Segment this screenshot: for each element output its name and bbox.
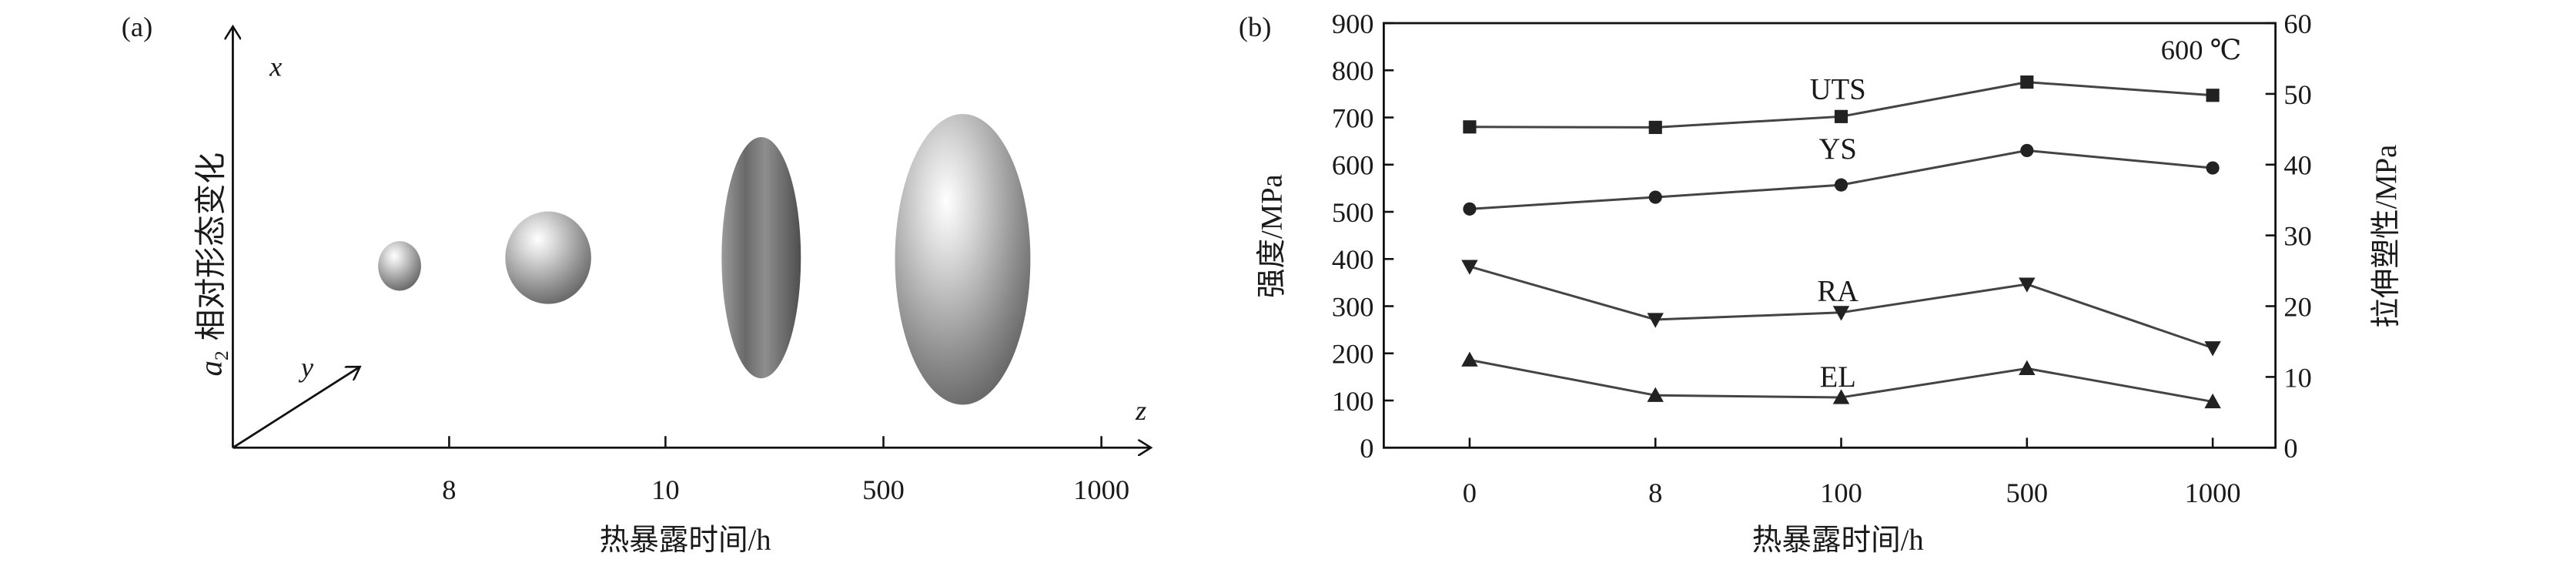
series-el: EL [1461,351,2221,409]
x-axis-title: 热暴露时间/h [1752,524,1924,557]
data-point-uts [1648,120,1662,134]
x-tick-label: 500 [2006,478,2048,508]
data-point-ys [2206,161,2220,175]
x-tick-label: 100 [1820,478,1862,508]
panel-a-tick-label: 8 [442,474,456,505]
panel-a-tick-label: 500 [862,474,905,505]
left-y-tick-label: 400 [1332,244,1374,275]
data-point-ra [1461,260,1478,275]
data-point-uts [2020,75,2034,89]
ylabel-symbol: a [193,360,228,376]
left-y-tick-label: 800 [1332,55,1374,86]
ellipsoid-500h [721,137,801,379]
ellipsoid-10h [505,211,591,304]
data-point-uts [1463,120,1477,134]
right-y-tick-label: 40 [2283,150,2311,181]
axes: 0100200300400500600700800900010203040506… [1332,8,2312,508]
panel-a-ylabel: a2 相对形态变化 [193,152,233,377]
series-label-uts: UTS [1810,74,1866,106]
left-y-tick-label: 900 [1332,8,1374,39]
left-y-tick-label: 300 [1332,291,1374,322]
series: UTS YS RA EL [1461,74,2221,409]
left-y-tick-label: 100 [1332,386,1374,417]
right-y-tick-label: 50 [2283,79,2311,110]
left-y-tick-label: 700 [1332,102,1374,133]
data-point-el [1647,387,1664,402]
data-point-uts [2206,89,2220,102]
right-y-tick-label: 10 [2283,362,2311,393]
right-y-axis-title: 拉伸塑性/MPa [2370,145,2403,328]
series-ra: RA [1461,260,2221,357]
left-y-tick-label: 500 [1332,197,1374,228]
right-y-tick-label: 20 [2283,291,2311,322]
x-tick-label: 1000 [2185,478,2241,508]
ylabel-subscript: 2 [210,350,233,360]
axis-y-label: y [298,352,314,383]
right-y-tick-label: 30 [2283,221,2311,252]
ylabel-text: 相对形态变化 [193,152,228,341]
x-tick-label: 0 [1463,478,1477,508]
ellipsoid-1000h [895,114,1031,405]
data-point-el [1461,351,1478,367]
series-uts: UTS [1463,74,2220,134]
panel-a-xlabel: 热暴露时间/h [600,524,771,557]
panel-a-label: (a) [122,12,152,42]
data-point-ys [2020,143,2034,157]
axis-x-label: x [269,52,282,82]
data-point-el [1832,389,1850,404]
data-point-ys [1648,190,1662,204]
panel-a-tick-label: 10 [651,474,679,505]
panel-a: (a) x y z 8 10 500 1000 热暴露时间/h a2 相对形态变化 [122,12,1151,557]
svg-text:a2相对形态变化: a2 相对形态变化 [193,152,233,377]
data-point-uts [1834,109,1848,123]
left-y-tick-label: 600 [1332,150,1374,181]
panel-a-ticks: 8 10 500 1000 [442,436,1129,505]
left-y-tick-label: 0 [1360,433,1373,464]
series-label-el: EL [1820,361,1856,394]
temperature-annotation: 600 ℃ [2161,35,2242,65]
ellipsoid-8h [378,241,421,291]
axis-z-label: z [1135,395,1146,426]
data-point-ra [2019,277,2036,293]
panel-a-tick-label: 1000 [1073,474,1129,505]
data-point-ys [1463,202,1477,216]
data-point-ra [1832,306,1850,321]
data-point-el [2204,393,2221,409]
y-axis-arrow [232,367,360,449]
series-label-ra: RA [1817,275,1858,307]
right-y-tick-label: 0 [2283,433,2297,464]
data-point-ra [1647,313,1664,328]
panel-b: (b) 600 ℃ 强度/MPa 拉伸塑性/MPa 热暴露时间/h 010020… [1239,8,2403,557]
left-y-tick-label: 200 [1332,339,1374,370]
series-ys: YS [1463,133,2220,216]
data-point-el [2019,360,2036,375]
data-point-ra [2204,341,2221,357]
series-label-ys: YS [1819,133,1857,166]
x-tick-label: 8 [1648,478,1662,508]
right-y-tick-label: 60 [2283,8,2311,39]
panel-b-label: (b) [1239,12,1272,42]
left-y-axis-title: 强度/MPa [1255,174,1288,298]
data-point-ys [1834,178,1848,192]
